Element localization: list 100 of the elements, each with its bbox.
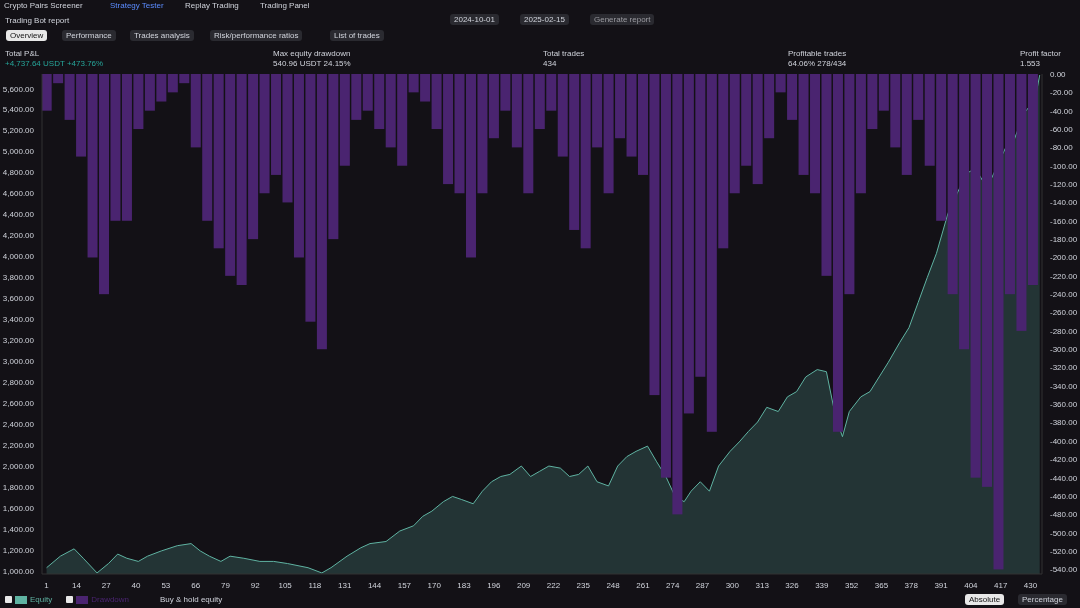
y-tick-label: 4,000.00	[2, 252, 35, 262]
x-tick-label: 183	[457, 580, 472, 590]
text: +4,737.64 USDT +473.76%	[5, 59, 104, 68]
x-tick-label: 430	[1023, 580, 1038, 590]
x-tick-label: 1	[44, 580, 50, 590]
text: 540.96 USDT 24.15%	[273, 59, 351, 68]
y-tick-label: 2,800.00	[2, 378, 35, 388]
y-tick-label: 1,000.00	[2, 566, 35, 576]
y2-tick-label: -260.00	[1050, 308, 1078, 318]
x-tick-label: 391	[934, 580, 949, 590]
y-tick-label: 4,400.00	[2, 210, 35, 220]
y-tick-label: 3,800.00	[2, 273, 35, 283]
text: 64.06% 278/434	[788, 59, 847, 68]
text: Percentage	[1018, 594, 1067, 605]
y-tick-label: 3,000.00	[2, 357, 35, 367]
x-tick-label: 248	[606, 580, 621, 590]
x-tick-label: 209	[516, 580, 531, 590]
y2-tick-label: -440.00	[1050, 473, 1078, 483]
y-tick-label: 1,600.00	[2, 503, 35, 513]
y2-tick-label: -320.00	[1050, 363, 1078, 373]
text: Trades analysis	[130, 30, 194, 41]
y2-tick-label: -40.00	[1050, 106, 1074, 116]
x-tick-label: 196	[487, 580, 502, 590]
text: Profitable trades	[788, 49, 847, 58]
text: Trading Panel	[260, 1, 310, 10]
y2-tick-label: -220.00	[1050, 271, 1078, 281]
y2-tick-label: -540.00	[1050, 565, 1078, 575]
x-tick-label: 222	[546, 580, 561, 590]
y-tick-label: 4,800.00	[2, 168, 35, 178]
text: 2024-10-01	[450, 14, 499, 25]
y-tick-label: 2,000.00	[2, 461, 35, 471]
y2-tick-label: -20.00	[1050, 88, 1074, 98]
y-tick-label: 3,600.00	[2, 294, 35, 304]
text: Total P&L	[5, 49, 40, 58]
x-tick-label: 235	[576, 580, 591, 590]
text: Buy & hold equity	[160, 595, 223, 604]
x-tick-label: 365	[874, 580, 889, 590]
y-tick-label: 5,600.00	[2, 84, 35, 94]
text: Overview	[6, 30, 48, 41]
x-tick-label: 352	[844, 580, 859, 590]
x-tick-label: 131	[338, 580, 352, 590]
y2-tick-label: -380.00	[1050, 418, 1078, 428]
x-tick-label: 79	[221, 580, 231, 590]
legend-label: Equity	[30, 595, 53, 604]
y-tick-label: 1,400.00	[2, 524, 35, 534]
x-tick-label: 53	[161, 580, 171, 590]
y-tick-label: 1,800.00	[2, 482, 35, 492]
x-tick-label: 144	[367, 580, 382, 590]
y2-tick-label: -240.00	[1050, 290, 1078, 300]
y2-tick-label: -520.00	[1050, 546, 1078, 556]
y2-tick-label: -160.00	[1050, 216, 1078, 226]
text: Risk/performance ratios	[210, 30, 303, 41]
y-tick-label: 2,400.00	[2, 419, 35, 429]
text: Crypto Pairs Screener	[4, 1, 83, 10]
legend-label: Drawdown	[91, 595, 130, 604]
text: 2025-02-15	[520, 14, 569, 25]
text: Profit factor	[1020, 49, 1061, 58]
text: Replay Trading	[185, 1, 239, 10]
x-tick-label: 105	[278, 580, 293, 590]
x-tick-label: 66	[191, 580, 201, 590]
chart-title: Trading Bot report	[5, 16, 70, 25]
y2-tick-label: -80.00	[1050, 143, 1074, 153]
y-tick-label: 4,600.00	[2, 189, 35, 199]
y-tick-label: 5,000.00	[2, 147, 35, 157]
x-tick-label: 40	[131, 580, 142, 590]
x-tick-label: 339	[815, 580, 830, 590]
x-tick-label: 261	[636, 580, 651, 590]
text: Generate report	[590, 14, 655, 25]
x-tick-label: 313	[755, 580, 770, 590]
y-tick-label: 3,400.00	[2, 315, 35, 325]
x-tick-label: 27	[101, 580, 112, 590]
y-tick-label: 1,200.00	[2, 545, 35, 555]
x-tick-label: 378	[904, 580, 919, 590]
y2-tick-label: -480.00	[1050, 510, 1078, 520]
text: 1.553	[1020, 59, 1041, 68]
y-tick-label: 2,600.00	[2, 398, 35, 408]
text: Max equity drawdown	[273, 49, 351, 58]
y2-tick-label: -360.00	[1050, 400, 1078, 410]
x-tick-label: 300	[725, 580, 740, 590]
y2-tick-label: -460.00	[1050, 491, 1078, 501]
y-tick-label: 2,200.00	[2, 440, 35, 450]
x-tick-label: 92	[250, 580, 261, 590]
text: List of trades	[330, 30, 384, 41]
y2-tick-label: -400.00	[1050, 436, 1078, 446]
y2-tick-label: -340.00	[1050, 381, 1078, 391]
x-tick-label: 287	[695, 580, 710, 590]
y2-tick-label: -420.00	[1050, 455, 1078, 465]
y2-tick-label: -500.00	[1050, 528, 1078, 538]
y2-tick-label: -100.00	[1050, 161, 1078, 171]
y-tick-label: 3,200.00	[2, 336, 35, 346]
y-tick-label: 5,400.00	[2, 105, 35, 115]
y2-tick-label: -60.00	[1050, 124, 1074, 134]
y2-tick-label: -300.00	[1050, 345, 1078, 355]
y2-tick-label: 0.00	[1050, 69, 1067, 79]
y2-tick-label: -280.00	[1050, 326, 1078, 336]
y2-tick-label: -120.00	[1050, 179, 1078, 189]
x-tick-label: 157	[397, 580, 412, 590]
text: Strategy Tester	[110, 1, 164, 10]
y-tick-label: 4,200.00	[2, 231, 35, 241]
text: Total trades	[543, 49, 585, 58]
